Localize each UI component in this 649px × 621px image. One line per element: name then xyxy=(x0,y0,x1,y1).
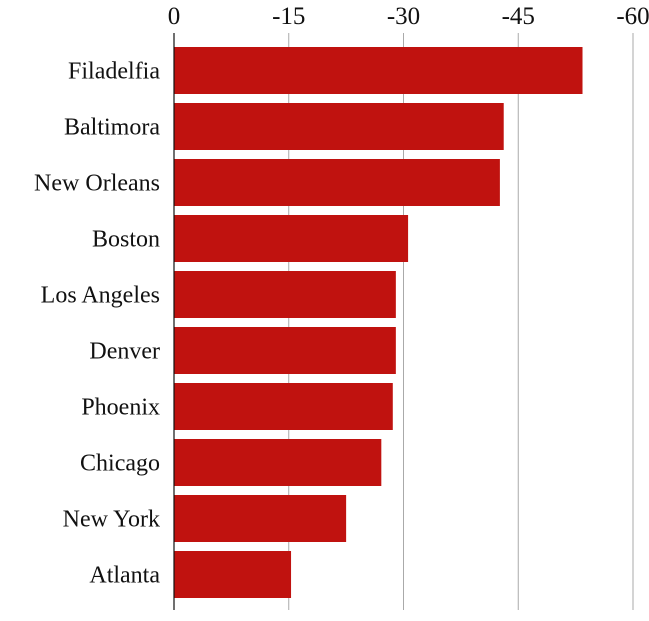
x-tick-label: 0 xyxy=(168,3,181,30)
bar xyxy=(174,551,292,598)
category-label: Chicago xyxy=(80,451,160,477)
category-label: New York xyxy=(63,507,160,533)
category-label: New Orleans xyxy=(34,171,160,197)
bar xyxy=(174,383,393,430)
category-label: Denver xyxy=(89,339,160,365)
category-label: Los Angeles xyxy=(41,283,160,309)
bar xyxy=(174,47,583,94)
category-label: Phoenix xyxy=(81,395,160,421)
bar xyxy=(174,439,382,486)
bar xyxy=(174,495,347,542)
x-tick-label: -30 xyxy=(387,3,420,30)
x-tick-label: -60 xyxy=(616,3,649,30)
x-tick-label: -45 xyxy=(502,3,535,30)
category-label: Baltimora xyxy=(64,115,160,141)
bar xyxy=(174,159,500,206)
bar xyxy=(174,215,409,262)
category-label: Atlanta xyxy=(89,563,160,589)
bar xyxy=(174,271,396,318)
bar xyxy=(174,327,396,374)
x-tick-label: -15 xyxy=(272,3,305,30)
bar xyxy=(174,103,504,150)
category-label: Filadelfia xyxy=(68,59,160,85)
category-label: Boston xyxy=(92,227,160,253)
